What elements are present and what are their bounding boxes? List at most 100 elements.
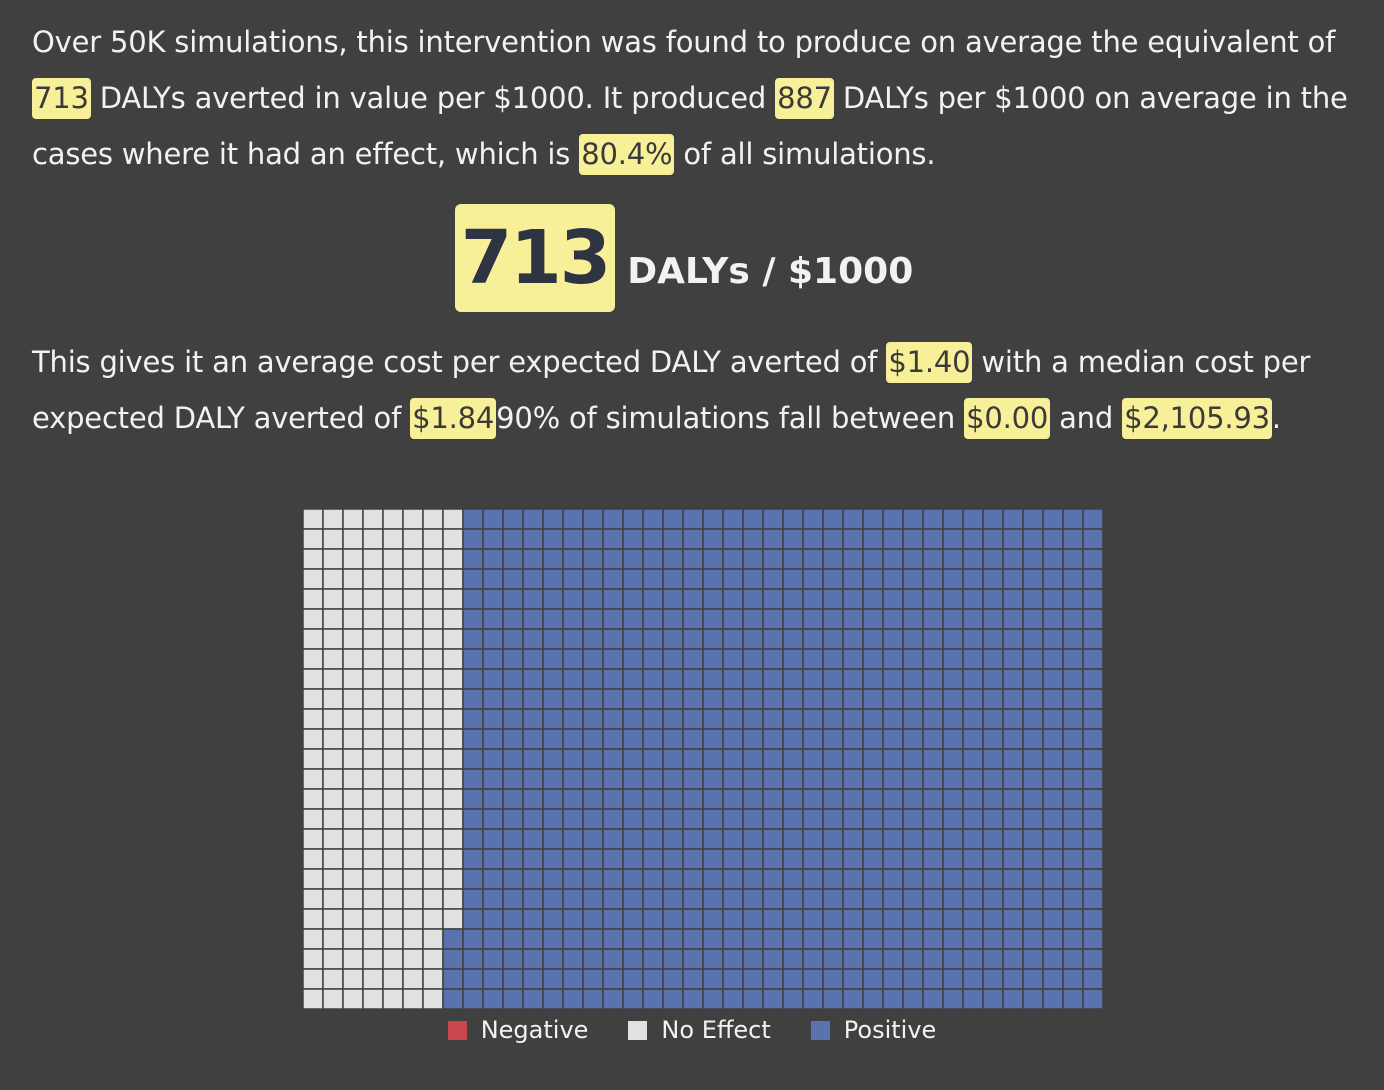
waffle-cell bbox=[1042, 748, 1064, 770]
waffle-cell bbox=[542, 668, 564, 690]
waffle-cell bbox=[702, 848, 724, 870]
waffle-cell bbox=[522, 768, 544, 790]
waffle-cell bbox=[522, 668, 544, 690]
waffle-cell bbox=[742, 748, 764, 770]
waffle-cell bbox=[862, 648, 884, 670]
waffle-cell bbox=[682, 648, 704, 670]
waffle-cell bbox=[502, 688, 524, 710]
waffle-cell bbox=[682, 668, 704, 690]
waffle-cell bbox=[682, 988, 704, 1009]
waffle-cell bbox=[462, 688, 484, 710]
waffle-cell bbox=[642, 648, 664, 670]
waffle-cell bbox=[782, 948, 804, 970]
waffle-cell bbox=[762, 509, 784, 530]
waffle-cell bbox=[882, 548, 904, 570]
waffle-cell bbox=[982, 628, 1004, 650]
waffle-cell bbox=[902, 808, 924, 830]
waffle-cell bbox=[422, 628, 444, 650]
waffle-cell bbox=[1002, 728, 1024, 750]
waffle-cell bbox=[542, 588, 564, 610]
waffle-cell bbox=[362, 648, 384, 670]
waffle-cell bbox=[722, 748, 744, 770]
waffle-cell bbox=[742, 688, 764, 710]
waffle-cell bbox=[602, 748, 624, 770]
waffle-cell bbox=[322, 908, 344, 930]
waffle-cell bbox=[482, 808, 504, 830]
waffle-cell bbox=[722, 788, 744, 810]
waffle-cell bbox=[342, 788, 364, 810]
waffle-cell bbox=[542, 788, 564, 810]
waffle-cell bbox=[942, 548, 964, 570]
waffle-cell bbox=[362, 748, 384, 770]
waffle-cell bbox=[722, 808, 744, 830]
waffle-cell bbox=[542, 868, 564, 890]
waffle-cell bbox=[902, 668, 924, 690]
waffle-cell bbox=[622, 668, 644, 690]
waffle-cell bbox=[942, 928, 964, 950]
waffle-cell bbox=[402, 708, 424, 730]
waffle-cell bbox=[962, 908, 984, 930]
waffle-cell bbox=[303, 888, 324, 910]
waffle-cell bbox=[342, 948, 364, 970]
waffle-cell bbox=[742, 888, 764, 910]
cost-text-3: 90% of simulations fall between bbox=[496, 401, 965, 435]
waffle-cell bbox=[502, 548, 524, 570]
waffle-cell bbox=[922, 848, 944, 870]
high-bound-highlight: $2,105.93 bbox=[1122, 398, 1272, 439]
waffle-cell bbox=[942, 868, 964, 890]
waffle-cell bbox=[902, 968, 924, 990]
waffle-cell bbox=[862, 948, 884, 970]
waffle-cell bbox=[362, 608, 384, 630]
waffle-cell bbox=[542, 948, 564, 970]
waffle-cell bbox=[882, 828, 904, 850]
waffle-cell bbox=[882, 968, 904, 990]
waffle-cell bbox=[662, 768, 684, 790]
waffle-cell bbox=[562, 528, 584, 550]
waffle-cell bbox=[342, 848, 364, 870]
waffle-cell bbox=[802, 728, 824, 750]
waffle-cell bbox=[482, 928, 504, 950]
waffle-cell bbox=[422, 888, 444, 910]
waffle-cell bbox=[882, 908, 904, 930]
waffle-cell bbox=[602, 688, 624, 710]
waffle-cell bbox=[1062, 848, 1084, 870]
waffle-cell bbox=[662, 628, 684, 650]
waffle-cell bbox=[342, 768, 364, 790]
waffle-cell bbox=[822, 888, 844, 910]
waffle-cell bbox=[802, 848, 824, 870]
waffle-cell bbox=[982, 868, 1004, 890]
waffle-cell bbox=[682, 768, 704, 790]
waffle-cell bbox=[602, 888, 624, 910]
waffle-cell bbox=[862, 928, 884, 950]
waffle-cell bbox=[982, 888, 1004, 910]
waffle-cell bbox=[722, 888, 744, 910]
waffle-cell bbox=[1062, 968, 1084, 990]
waffle-cell bbox=[982, 568, 1004, 590]
waffle-cell bbox=[482, 888, 504, 910]
waffle-cell bbox=[882, 888, 904, 910]
waffle-cell bbox=[462, 648, 484, 670]
waffle-cell bbox=[622, 568, 644, 590]
waffle-cell bbox=[322, 668, 344, 690]
waffle-cell bbox=[982, 988, 1004, 1009]
waffle-cell bbox=[742, 928, 764, 950]
waffle-cell bbox=[462, 768, 484, 790]
waffle-cell bbox=[522, 748, 544, 770]
waffle-cell bbox=[882, 808, 904, 830]
waffle-cell bbox=[562, 808, 584, 830]
waffle-cell bbox=[522, 908, 544, 930]
waffle-cell bbox=[342, 628, 364, 650]
waffle-cell bbox=[502, 748, 524, 770]
waffle-chart bbox=[303, 509, 1103, 1009]
legend-item-negative: Negative bbox=[447, 1016, 588, 1044]
waffle-cell bbox=[482, 528, 504, 550]
waffle-cell bbox=[742, 608, 764, 630]
waffle-cell bbox=[842, 708, 864, 730]
waffle-cell bbox=[1042, 908, 1064, 930]
waffle-cell bbox=[382, 848, 404, 870]
waffle-cell bbox=[702, 808, 724, 830]
waffle-cell bbox=[1042, 848, 1064, 870]
waffle-cell bbox=[382, 668, 404, 690]
waffle-cell bbox=[642, 688, 664, 710]
waffle-cell bbox=[1042, 888, 1064, 910]
